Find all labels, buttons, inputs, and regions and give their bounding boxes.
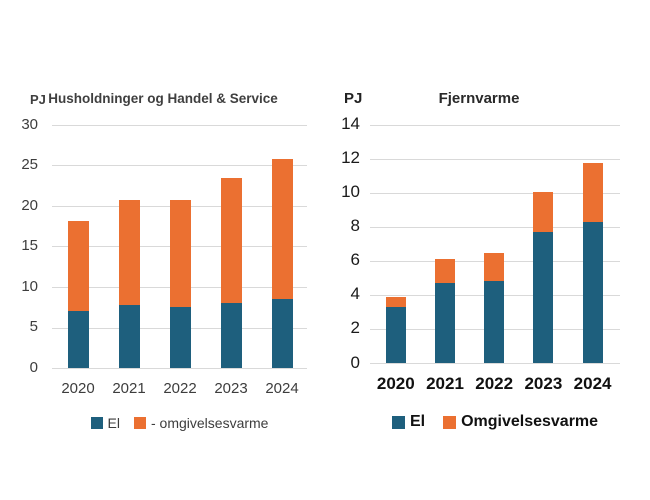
y-axis-tick-label: 20 — [21, 196, 38, 214]
gridline — [52, 368, 307, 369]
x-axis-label: 2020 — [376, 374, 415, 393]
gridline — [370, 158, 620, 160]
gridline — [370, 226, 620, 228]
y-axis-tick-label: 5 — [29, 318, 38, 336]
gridline — [370, 363, 620, 364]
bar-el-2020 — [385, 306, 406, 363]
legend-swatch-icon — [133, 417, 146, 429]
y-axis-tick-label: 10 — [341, 182, 360, 202]
legend-swatch-icon — [90, 417, 103, 429]
chart-title: Husholdninger og Handel & Service — [48, 91, 278, 106]
legend-swatch-icon — [443, 415, 457, 429]
y-axis-tick-label: 14 — [341, 114, 360, 133]
x-axis-label: 2022 — [475, 374, 514, 393]
y-axis-tick-label: 4 — [350, 284, 360, 304]
bar-omgivelsesvarme-2024 — [271, 158, 293, 300]
y-axis-tick-label: 10 — [21, 277, 38, 295]
x-axis-label: 2023 — [214, 380, 248, 397]
y-axis-tick-label: 15 — [21, 237, 38, 255]
x-axis-label: 2023 — [524, 374, 563, 393]
bar-omgivelsesvarme-2020 — [385, 297, 406, 307]
chart-title: Fjernvarme — [438, 90, 520, 107]
gridline — [370, 124, 620, 126]
x-axis-label: 2024 — [573, 374, 612, 393]
x-axis-label: 2021 — [426, 374, 464, 393]
y-axis-tick-label: 30 — [21, 115, 38, 133]
gridline — [52, 165, 307, 167]
legend-label: El — [409, 413, 426, 430]
legend-label: Omgivelsesvarme — [461, 413, 599, 430]
bar-el-2021 — [118, 304, 140, 368]
bar-omgivelsesvarme-2024 — [582, 162, 603, 222]
bar-omgivelsesvarme-2022 — [169, 200, 191, 308]
bar-el-2023 — [533, 231, 554, 363]
legend: El - omgivelsesvarme — [52, 415, 307, 431]
bar-omgivelsesvarme-2022 — [484, 253, 505, 282]
y-axis-unit-label: PJ — [344, 90, 363, 107]
y-axis-tick-label: 0 — [29, 358, 38, 376]
x-axis-label: 2024 — [265, 380, 299, 397]
y-axis-tick-label: 25 — [21, 156, 38, 174]
gridline — [370, 192, 620, 194]
legend-item-omgivelsesvarme: - omgivelsesvarme — [133, 415, 269, 431]
x-axis-label: 2022 — [163, 380, 197, 397]
gridline — [52, 124, 307, 126]
bar-el-2020 — [67, 311, 89, 368]
bar-el-2021 — [435, 283, 455, 363]
bar-omgivelsesvarme-2021 — [118, 200, 140, 305]
x-axis-label: 2020 — [61, 380, 95, 397]
legend-swatch-icon — [391, 415, 405, 429]
bar-el-2023 — [220, 303, 242, 368]
y-axis-unit-label: PJ — [30, 92, 46, 107]
legend-label: El — [107, 415, 120, 431]
bar-el-2022 — [484, 281, 505, 363]
legend-item-el: El — [90, 415, 120, 431]
bar-el-2024 — [582, 221, 603, 363]
y-axis-tick-label: 2 — [350, 318, 360, 338]
y-axis-tick-label: 0 — [350, 352, 360, 372]
y-axis-tick-label: 6 — [350, 250, 360, 270]
legend-item-omgivelsesvarme: Omgivelsesvarme — [443, 413, 598, 431]
bar-omgivelsesvarme-2023 — [220, 178, 242, 304]
y-axis-tick-label: 8 — [350, 216, 360, 236]
bar-omgivelsesvarme-2023 — [533, 191, 554, 232]
bar-el-2022 — [169, 307, 191, 368]
bar-omgivelsesvarme-2021 — [435, 259, 455, 283]
legend: El Omgivelsesvarme — [370, 413, 620, 431]
bar-el-2024 — [271, 299, 293, 368]
x-axis-label: 2021 — [112, 380, 146, 397]
legend-label: - omgivelsesvarme — [150, 415, 269, 431]
y-axis-tick-label: 12 — [341, 148, 360, 168]
bar-omgivelsesvarme-2020 — [67, 221, 89, 312]
legend-item-el: El — [391, 413, 426, 431]
